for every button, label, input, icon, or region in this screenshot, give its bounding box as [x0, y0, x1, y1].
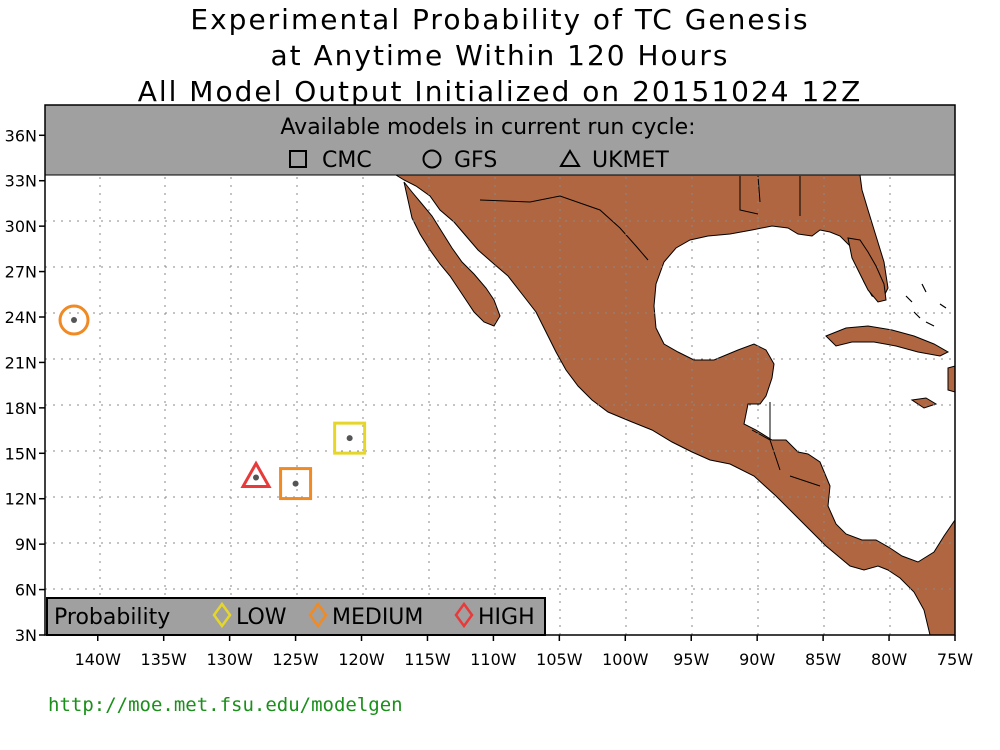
genesis-point-dot [346, 435, 353, 442]
model-key-cmc-label: CMC [322, 148, 372, 173]
lon-tick-label: 80W [871, 650, 907, 669]
genesis-point-dot [253, 474, 260, 481]
model-key-ukmet: UKMET [559, 148, 669, 173]
legend-item-high: HIGH [454, 601, 535, 630]
lon-tick-label: 75W [937, 650, 973, 669]
triangle-marker [240, 460, 272, 489]
lat-tick-label: 9N [15, 535, 37, 554]
lat-tick-label: 12N [5, 490, 37, 509]
legend-title: Probability [54, 605, 170, 630]
axis-ticks: 140W 135W 130W 125W 120W 115W 110W 105W 100W 95W 9… [5, 126, 974, 669]
genesis-markers [58, 304, 367, 501]
lon-tick-label: 110W [470, 650, 517, 669]
circle-marker [58, 304, 90, 336]
land-hispaniola [947, 365, 956, 393]
lat-tick-label: 24N [5, 308, 37, 327]
lon-tick-label: 120W [338, 650, 385, 669]
diamond-icon [308, 601, 328, 629]
lon-tick-label: 95W [673, 650, 709, 669]
model-key-ukmet-label: UKMET [592, 148, 669, 173]
land-bahamas [905, 283, 947, 327]
lon-tick-label: 85W [805, 650, 841, 669]
genesis-point-dot [292, 480, 299, 487]
land-jamaica [910, 397, 938, 409]
model-key-gfs: GFS [422, 148, 497, 173]
source-url[interactable]: http://moe.met.fsu.edu/modelgen [48, 694, 403, 716]
genesis-marker-gfs [58, 304, 90, 336]
genesis-marker-ukmet [240, 460, 272, 489]
lat-tick-label: 15N [5, 444, 37, 463]
genesis-marker-cmc [333, 421, 367, 455]
lon-tick-label: 115W [404, 650, 451, 669]
land-florida [847, 237, 887, 303]
model-key-cmc: CMC [289, 148, 372, 173]
lat-tick-label: 3N [15, 626, 37, 645]
legend-item-medium: MEDIUM [308, 601, 423, 630]
land-masses [394, 174, 956, 636]
title-line-2: at Anytime Within 120 Hours [270, 39, 730, 72]
lon-tick-label: 125W [272, 650, 319, 669]
lat-tick-label: 18N [5, 399, 37, 418]
lat-tick-label: 27N [5, 263, 37, 282]
land-north-america [394, 174, 956, 636]
legend-item-low-label: LOW [236, 605, 287, 630]
lon-tick-label: 105W [536, 650, 583, 669]
diamond-icon [212, 601, 232, 629]
probability-legend [46, 597, 546, 636]
square-icon [289, 150, 307, 168]
lat-tick-label: 6N [15, 581, 37, 600]
land-baja-california [403, 181, 501, 327]
diamond-icon [454, 601, 474, 629]
square-marker [279, 467, 313, 501]
model-key-gfs-label: GFS [454, 148, 497, 173]
map-frame [44, 104, 956, 636]
square-marker [333, 421, 367, 455]
lat-tick-label: 36N [5, 126, 37, 145]
lat-tick-label: 21N [5, 353, 37, 372]
triangle-icon [559, 149, 581, 167]
gridlines [45, 105, 955, 635]
legend-item-low: LOW [212, 601, 287, 630]
lon-tick-label: 130W [206, 650, 253, 669]
land-cuba [825, 325, 950, 357]
models-banner-heading: Available models in current run cycle: [280, 115, 695, 140]
genesis-marker-cmc [279, 467, 313, 501]
title-line-3: All Model Output Initialized on 20151024… [137, 75, 863, 108]
models-banner [44, 104, 956, 176]
lon-tick-label: 100W [602, 650, 649, 669]
lat-tick-label: 33N [5, 172, 37, 191]
title-line-1: Experimental Probability of TC Genesis [190, 3, 810, 36]
border-lines [479, 175, 821, 487]
lon-tick-label: 90W [739, 650, 775, 669]
lon-tick-label: 135W [141, 650, 188, 669]
legend-item-medium-label: MEDIUM [332, 605, 423, 630]
genesis-point-dot [71, 317, 78, 324]
circle-icon [422, 149, 442, 169]
lat-tick-label: 30N [5, 217, 37, 236]
lon-tick-label: 140W [75, 650, 122, 669]
legend-item-high-label: HIGH [478, 605, 535, 630]
